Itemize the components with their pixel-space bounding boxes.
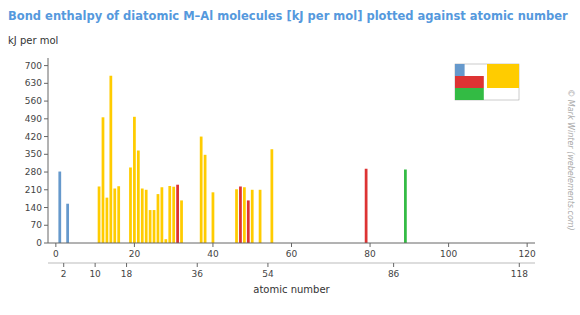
x2-tick (63, 263, 64, 267)
y-tick-label: 210 (25, 185, 42, 195)
bar (259, 190, 262, 243)
y-axis-label: kJ per mol (8, 35, 58, 46)
x-axis-label: atomic number (253, 284, 330, 295)
x2-tick-label: 36 (192, 269, 204, 279)
bar (66, 204, 69, 243)
x2-tick (95, 263, 96, 267)
bar (404, 170, 407, 243)
y-axis-line (48, 58, 49, 243)
bar (149, 210, 152, 243)
bar (365, 169, 368, 243)
x-tick-label: 120 (519, 249, 536, 259)
bar (204, 155, 207, 243)
bar (270, 149, 273, 243)
x-tick (448, 243, 449, 247)
y-tick-label: 350 (25, 149, 42, 159)
x-tick (370, 243, 371, 247)
y-tick-label: 0 (36, 238, 42, 248)
y-tick (44, 101, 48, 102)
x2-tick (267, 263, 268, 267)
bar (153, 210, 156, 243)
chart: Bond enthalpy of diatomic M–Al molecules… (0, 0, 580, 315)
bar (200, 137, 203, 243)
bar (113, 189, 116, 243)
bar (106, 198, 109, 243)
x2-tick-label: 10 (89, 269, 101, 279)
bar (243, 187, 246, 243)
y-tick-label: 70 (31, 220, 43, 230)
x-tick-label: 80 (364, 249, 376, 259)
x2-tick (197, 263, 198, 267)
bar (164, 239, 167, 243)
bar (247, 200, 250, 243)
x-tick-label: 20 (129, 249, 141, 259)
y-tick-label: 560 (25, 96, 42, 106)
bar (161, 187, 164, 243)
y-tick (44, 189, 48, 190)
x-tick (212, 243, 213, 247)
y-tick-label: 140 (25, 203, 42, 213)
x-tick (134, 243, 135, 247)
y-tick-label: 420 (25, 132, 42, 142)
bar (235, 189, 238, 243)
bar (133, 117, 136, 243)
bar (109, 76, 112, 243)
y-tick (44, 118, 48, 119)
x-tick-label: 0 (53, 249, 59, 259)
x2-axis-line (48, 263, 535, 264)
x2-tick-label: 86 (388, 269, 400, 279)
y-tick (44, 207, 48, 208)
bar (180, 200, 183, 243)
bar (145, 190, 148, 243)
x2-tick-label: 118 (511, 269, 528, 279)
y-tick (44, 154, 48, 155)
x-tick-label: 40 (207, 249, 219, 259)
periodic-key-block (487, 64, 519, 88)
y-tick-label: 700 (25, 61, 42, 71)
bar (137, 151, 140, 244)
bar (58, 172, 61, 243)
bar (212, 192, 215, 243)
bars (58, 76, 406, 243)
periodic-key-block (455, 64, 465, 76)
y-tick-label: 630 (25, 78, 42, 88)
x2-tick (519, 263, 520, 267)
x2-tick-label: 54 (262, 269, 274, 279)
bar (129, 167, 132, 243)
bar (157, 194, 160, 243)
bar (172, 187, 175, 243)
x2-tick (126, 263, 127, 267)
periodic-key-frame (455, 64, 519, 100)
y-tick (44, 225, 48, 226)
x-tick (55, 243, 56, 247)
y-tick (44, 65, 48, 66)
x2-tick-label: 2 (61, 269, 67, 279)
y-tick-label: 280 (25, 167, 42, 177)
y-tick (44, 136, 48, 137)
periodic-key (455, 64, 519, 100)
bar (141, 189, 144, 243)
title: Bond enthalpy of diatomic M–Al molecules… (8, 9, 568, 23)
y-tick (44, 83, 48, 84)
x2-tick (393, 263, 394, 267)
y-tick (44, 172, 48, 173)
x-tick-label: 60 (286, 249, 298, 259)
y-tick-label: 490 (25, 114, 42, 124)
periodic-key-block (455, 88, 484, 100)
y-tick (44, 243, 48, 244)
periodic-key-block (455, 76, 484, 88)
bar (98, 186, 101, 243)
x2-tick-label: 18 (121, 269, 133, 279)
bar (176, 185, 179, 243)
bar (239, 186, 242, 243)
x-tick (291, 243, 292, 247)
bar (102, 117, 105, 243)
watermark: © Mark Winter (webelements.com) (566, 89, 575, 230)
bar (168, 186, 171, 243)
bar (117, 186, 120, 243)
x-tick (527, 243, 528, 247)
bar (251, 190, 254, 243)
x-tick-label: 100 (440, 249, 457, 259)
